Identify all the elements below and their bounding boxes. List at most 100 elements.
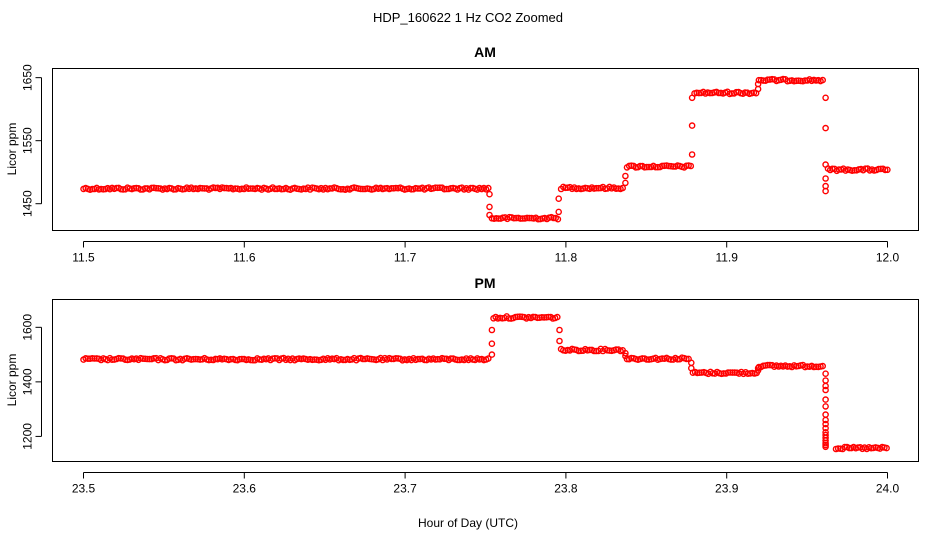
pm-data-point [388, 355, 395, 363]
pm-data-point [590, 347, 598, 355]
am-data-point [619, 184, 627, 192]
am-x-tick-label: 11.6 [233, 251, 256, 265]
pm-y-axis: 1200 1400 1600 [21, 314, 42, 450]
pm-transition-point [822, 411, 829, 418]
am-y-axis-label: Licor ppm [5, 123, 19, 176]
am-transition-point [555, 208, 563, 216]
pm-x-tick-label: 23.5 [72, 482, 96, 496]
pm-x-tick-label: 23.7 [393, 482, 417, 496]
am-transition-point [822, 187, 829, 195]
pm-data-point [812, 363, 820, 371]
pm-data-point [534, 314, 541, 322]
figure-title: HDP_160622 1 Hz CO2 Zoomed [373, 10, 563, 25]
pm-transition-point [822, 443, 829, 451]
am-data-point [517, 215, 524, 222]
am-data-point [715, 89, 723, 97]
pm-transition-point [622, 349, 629, 357]
am-data-point [884, 166, 891, 174]
am-transition-point [688, 122, 696, 129]
pm-data-point [729, 369, 736, 376]
am-transition-point [688, 94, 696, 102]
pm-data-point [683, 355, 690, 363]
pm-data-point [247, 356, 254, 364]
am-data-point [148, 184, 155, 192]
am-data-point [359, 185, 367, 193]
am-plot-frame [52, 68, 919, 231]
am-transition-point [822, 94, 829, 102]
pm-data-point [192, 355, 199, 363]
pm-x-axis: 23.5 23.6 23.7 23.8 23.9 24.0 [72, 472, 900, 496]
am-data-point [432, 184, 439, 191]
pm-series [80, 313, 890, 453]
pm-data-point [658, 355, 666, 362]
pm-transition-point [822, 416, 829, 424]
pm-data-point [538, 313, 546, 321]
am-y-tick-label: 1450 [21, 190, 35, 217]
pm-x-tick-label: 23.9 [715, 482, 739, 496]
pm-data-point [819, 362, 827, 370]
pm-data-point [91, 355, 98, 362]
pm-transition-point [488, 351, 496, 358]
am-data-point [764, 76, 772, 83]
pm-transition-point [822, 382, 829, 390]
pm-data-point [414, 355, 422, 363]
pm-transition-point [556, 326, 563, 334]
am-data-point [247, 185, 254, 192]
am-data-point [414, 185, 422, 192]
pm-panel: PM Licor ppm 23.5 23.6 23.7 23.8 23.9 24.0 12… [5, 275, 919, 496]
pm-data-point [484, 355, 492, 362]
pm-y-axis-label: Licor ppm [5, 354, 19, 407]
am-x-tick-label: 11.8 [555, 251, 578, 265]
am-data-point [534, 215, 542, 223]
am-data-point [819, 76, 827, 84]
pm-transition-point [822, 386, 829, 394]
am-data-point [388, 184, 395, 192]
pm-data-point [883, 444, 890, 452]
pm-data-point [143, 355, 151, 363]
am-transition-point [622, 179, 629, 187]
pm-transition-point [822, 403, 829, 410]
pm-data-point [392, 354, 400, 362]
pm-x-tick-label: 23.8 [554, 482, 578, 496]
pm-data-point [727, 369, 734, 376]
pm-data-point [696, 369, 703, 377]
pm-data-point [454, 356, 461, 364]
pm-transition-point [822, 396, 829, 403]
pm-data-point [84, 355, 92, 363]
pm-transition-point [488, 326, 496, 334]
am-data-point [443, 185, 450, 193]
pm-transition-point [622, 352, 629, 360]
pm-data-point [108, 356, 116, 364]
am-x-tick-label: 11.7 [394, 251, 417, 265]
am-y-tick-label: 1650 [21, 64, 35, 91]
pm-y-tick-label: 1400 [21, 368, 35, 395]
pm-data-point [554, 313, 561, 321]
pm-data-point [190, 355, 197, 363]
am-transition-point [822, 124, 829, 132]
am-data-point [554, 215, 562, 223]
am-data-point [220, 184, 228, 192]
am-data-point [652, 163, 659, 171]
am-transition-point [486, 203, 493, 211]
am-data-point [510, 214, 518, 222]
pm-data-point [764, 361, 772, 369]
am-data-point [643, 163, 651, 171]
pm-data-point [359, 355, 367, 363]
am-data-point [271, 185, 279, 193]
pm-transition-point [822, 424, 829, 432]
am-x-tick-label: 11.5 [72, 251, 95, 265]
x-axis-label: Hour of Day (UTC) [418, 516, 518, 530]
am-x-tick-label: 11.9 [715, 251, 738, 265]
am-panel-title: AM [474, 44, 496, 60]
am-data-point [562, 184, 569, 192]
am-transition-point [486, 211, 493, 219]
am-data-point [881, 166, 889, 174]
am-data-point [687, 162, 695, 170]
am-data-point [706, 89, 714, 97]
am-data-point [152, 184, 160, 192]
am-series [80, 75, 891, 223]
am-x-axis: 11.5 11.6 11.7 11.8 11.9 12.0 [72, 241, 900, 265]
pm-plot-frame [52, 299, 919, 462]
am-y-tick-label: 1550 [21, 127, 35, 154]
